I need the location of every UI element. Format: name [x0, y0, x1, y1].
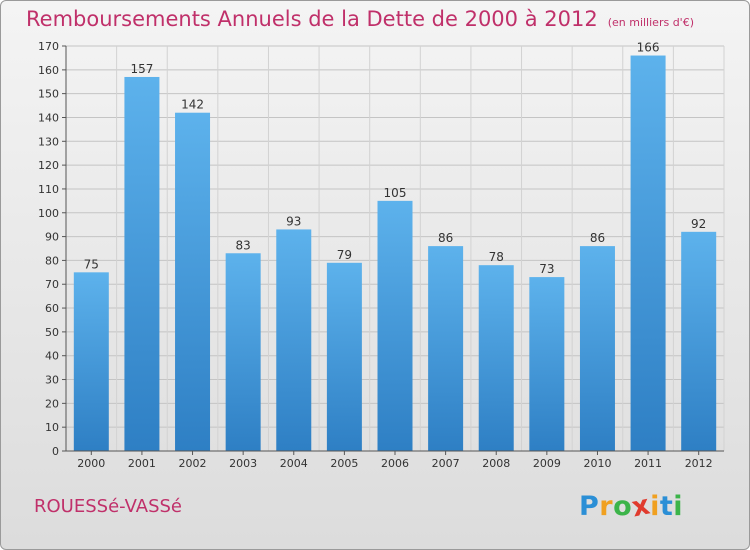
y-tick-label: 40 — [45, 350, 59, 363]
x-tick-label: 2007 — [432, 457, 460, 470]
y-tick-label: 100 — [38, 207, 59, 220]
x-tick-label: 2010 — [583, 457, 611, 470]
x-tick-label: 2008 — [482, 457, 510, 470]
data-label: 86 — [590, 231, 605, 245]
data-label: 157 — [130, 62, 153, 76]
bars — [73, 55, 717, 452]
logo-letter: P — [579, 491, 600, 522]
x-tick-label: 2005 — [330, 457, 358, 470]
x-tick-label: 2004 — [280, 457, 308, 470]
bar — [73, 272, 109, 451]
x-tick-label: 2001 — [128, 457, 156, 470]
y-tick-label: 70 — [45, 278, 59, 291]
data-label: 142 — [181, 98, 204, 112]
bar — [579, 246, 615, 451]
bar — [276, 229, 312, 451]
data-label: 79 — [337, 248, 352, 262]
y-tick-label: 60 — [45, 302, 59, 315]
data-label: 105 — [384, 186, 407, 200]
logo-letter: i — [650, 491, 660, 522]
bar — [377, 200, 413, 451]
bar — [175, 112, 211, 452]
labels: 0 10 20 30 40 50 60 70 80 90 100 110 120 130 140 150 160… — [38, 40, 713, 470]
data-label: 93 — [286, 214, 301, 228]
data-label: 73 — [539, 262, 554, 276]
chart-subtitle: (en milliers d'€) — [607, 16, 694, 29]
x-tick-label: 2006 — [381, 457, 409, 470]
y-tick-label: 130 — [38, 135, 59, 148]
y-tick-label: 140 — [38, 111, 59, 124]
axes — [62, 45, 724, 455]
y-tick-label: 50 — [45, 326, 59, 339]
data-label: 86 — [438, 231, 453, 245]
y-tick-label: 0 — [52, 445, 59, 458]
y-tick-label: 160 — [38, 64, 59, 77]
y-tick-label: 170 — [38, 40, 59, 53]
y-tick-label: 90 — [45, 231, 59, 244]
y-tick-label: 10 — [45, 421, 59, 434]
data-label: 75 — [84, 257, 99, 271]
title-row: Remboursements Annuels de la Dette de 20… — [26, 7, 694, 31]
bar — [326, 262, 362, 451]
y-tick-label: 150 — [38, 88, 59, 101]
x-tick-label: 2003 — [229, 457, 257, 470]
y-tick-label: 80 — [45, 254, 59, 267]
y-tick-label: 120 — [38, 159, 59, 172]
bar — [529, 277, 565, 451]
data-label: 92 — [691, 217, 706, 231]
y-tick-label: 110 — [38, 183, 59, 196]
bar — [681, 231, 717, 451]
x-tick-label: 2012 — [685, 457, 713, 470]
logo-letter: o — [613, 491, 633, 522]
proxiti-logo: Proxiti — [579, 489, 684, 523]
bar — [428, 246, 464, 451]
data-label: 166 — [637, 41, 660, 55]
bar — [225, 253, 261, 451]
data-label: 83 — [236, 238, 251, 252]
x-tick-label: 2002 — [179, 457, 207, 470]
logo-letter: r — [599, 491, 614, 522]
x-tick-label: 2011 — [634, 457, 662, 470]
logo-letter: i — [673, 491, 684, 522]
y-tick-label: 30 — [45, 374, 59, 387]
y-tick-label: 20 — [45, 397, 59, 410]
logo-letter: t — [659, 491, 674, 522]
data-label: 78 — [489, 250, 504, 264]
place-name: ROUESSé-VASSé — [34, 496, 182, 517]
bar — [124, 76, 160, 452]
chart-title: Remboursements Annuels de la Dette de 20… — [26, 7, 598, 31]
bar — [478, 265, 514, 451]
bar — [630, 55, 666, 451]
x-tick-label: 2009 — [533, 457, 561, 470]
x-tick-label: 2000 — [77, 457, 105, 470]
